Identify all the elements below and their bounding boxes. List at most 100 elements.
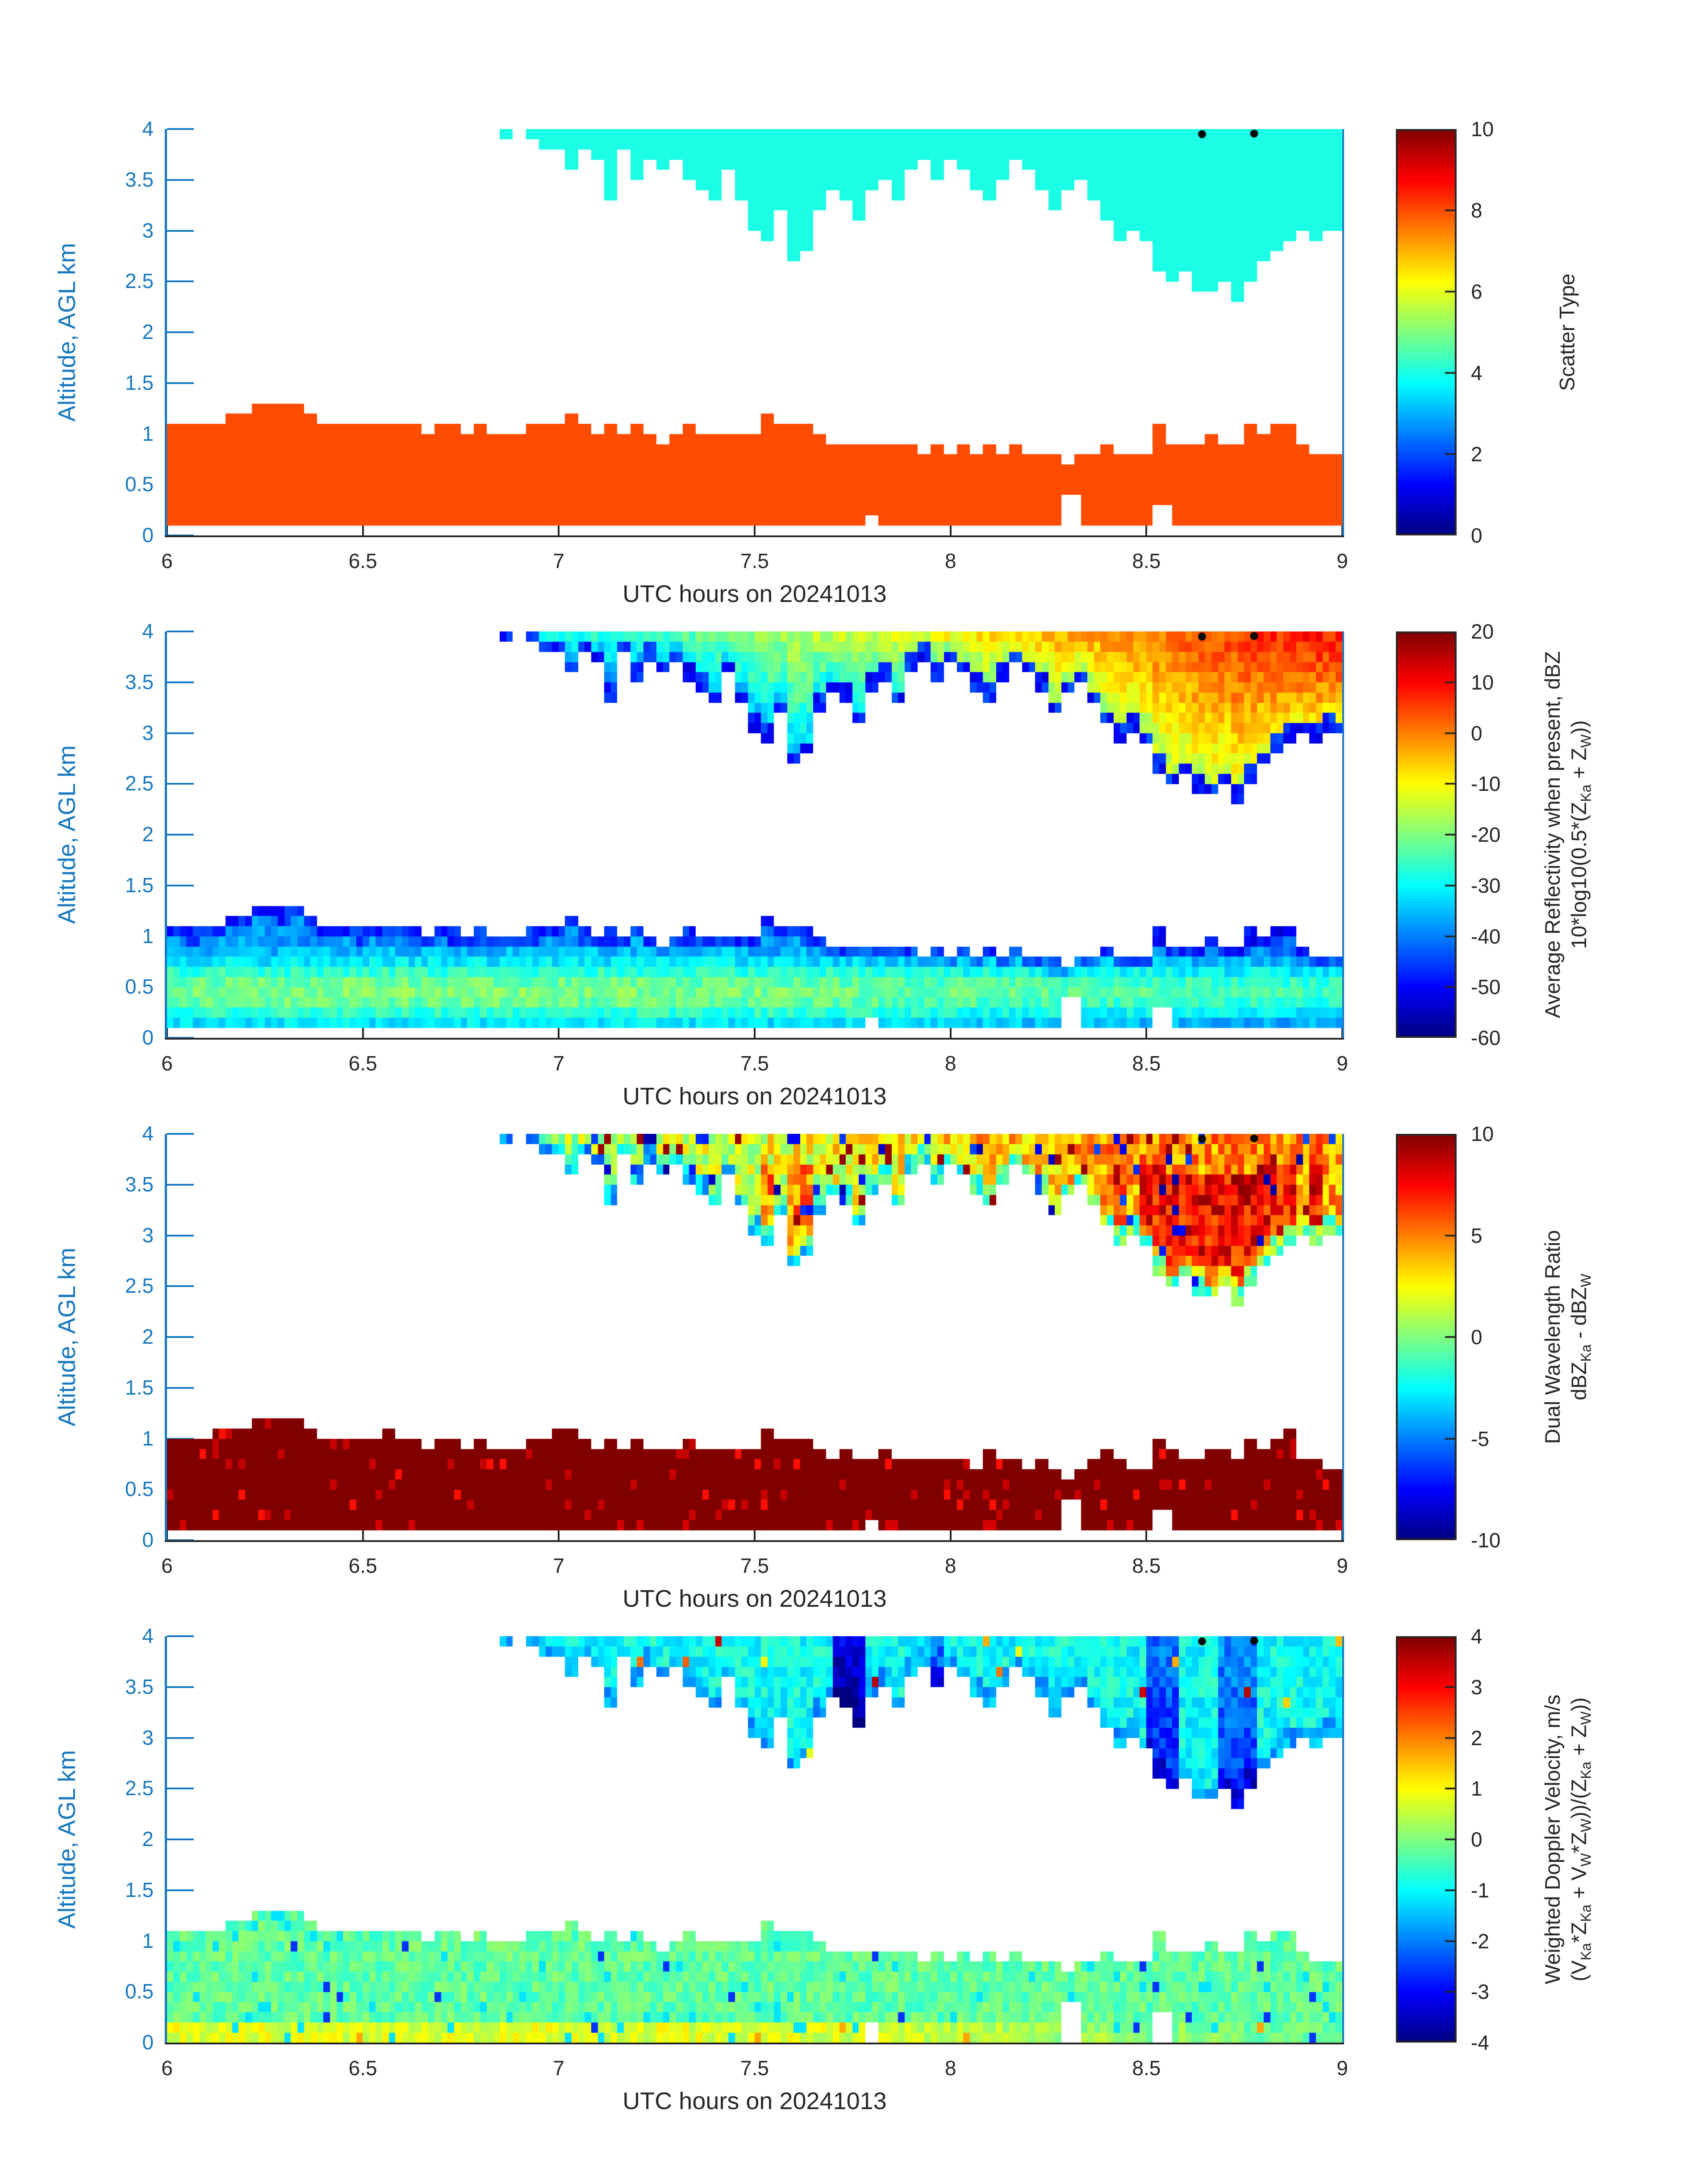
colorbar-tick-label: 6 xyxy=(1471,280,1482,303)
colorbar-tick-label: -5 xyxy=(1471,1427,1489,1450)
x-tick-label: 7.5 xyxy=(740,1052,769,1075)
y-tick-label: 2.5 xyxy=(125,1776,154,1800)
colorbar-scatter-type xyxy=(1396,129,1457,535)
colorbar-weighted-doppler-velocity xyxy=(1396,1636,1457,2043)
x-tick-label: 7.5 xyxy=(740,549,769,572)
y-tick-label: 4 xyxy=(142,619,154,643)
y-tick-label: 4 xyxy=(142,1624,154,1647)
colorbar-tick-label: 0 xyxy=(1471,1325,1482,1349)
right-axis-line xyxy=(1342,129,1344,535)
right-axis-line xyxy=(1342,631,1344,1038)
colorbar-tick-label: 10 xyxy=(1471,117,1494,141)
y-tick-label: 2 xyxy=(142,320,154,343)
x-tick-label: 6.5 xyxy=(348,2056,377,2080)
x-tick-label: 8.5 xyxy=(1132,1052,1161,1075)
colorbar-tick-label: -60 xyxy=(1471,1026,1501,1049)
y-tick-label: 2.5 xyxy=(125,1274,154,1298)
colorbar-tick-label: 4 xyxy=(1471,361,1482,384)
y-tick-label: 0 xyxy=(142,523,154,547)
colorbar-tick-label: 1 xyxy=(1471,1777,1482,1801)
colorbar-tick-label: 2 xyxy=(1471,443,1482,466)
x-axis-line xyxy=(165,535,1344,537)
colorbar-border xyxy=(1396,1134,1457,1540)
colorbar-label-line: 10*log10(0.5*(ZKa + ZW)) xyxy=(1566,720,1594,949)
y-tick-label: 3.5 xyxy=(125,1172,154,1196)
x-axis-line xyxy=(165,2043,1344,2044)
x-tick-label: 8 xyxy=(944,549,956,572)
x-tick-label: 8 xyxy=(944,1052,956,1075)
y-tick-label: 3 xyxy=(142,721,154,744)
y-tick-label: 2 xyxy=(142,1827,154,1851)
colorbar-tick-label: -1 xyxy=(1471,1878,1489,1902)
colorbar-gradient-canvas xyxy=(1396,1636,1457,2043)
y-tick-label: 4 xyxy=(142,117,154,140)
x-tick-label: 6.5 xyxy=(348,1052,377,1075)
colorbar-tick-label: -10 xyxy=(1471,772,1501,796)
colorbar-tick-label: -10 xyxy=(1471,1529,1501,1552)
x-tick-label: 8.5 xyxy=(1132,549,1161,572)
x-tick-label: 7 xyxy=(553,1052,565,1075)
colorbar-tick-label: -20 xyxy=(1471,823,1501,846)
colorbar-gradient-canvas xyxy=(1396,129,1457,535)
x-axis-label: UTC hours on 20241013 xyxy=(622,1585,887,1612)
y-tick-label: 1 xyxy=(142,1426,154,1450)
y-tick-label: 1 xyxy=(142,422,154,445)
colorbar-label-line: (VKa*ZKa + VW*ZW))/(ZKa + ZW)) xyxy=(1566,1697,1594,1982)
heatmap-canvas-dual-wavelength-ratio xyxy=(167,1134,1342,1540)
x-tick-label: 8 xyxy=(944,1554,956,1577)
y-tick-label: 3 xyxy=(142,218,154,242)
colorbar-dual-wavelength-ratio xyxy=(1396,1134,1457,1540)
colorbar-average-reflectivity xyxy=(1396,631,1457,1038)
x-tick-label: 8.5 xyxy=(1132,1554,1161,1577)
x-tick-label: 9 xyxy=(1336,1554,1348,1577)
x-tick-label: 8.5 xyxy=(1132,2056,1161,2080)
y-tick-label: 1.5 xyxy=(125,371,154,394)
y-tick-label: 1.5 xyxy=(125,873,154,897)
x-tick-label: 7.5 xyxy=(740,1554,769,1577)
y-tick-label: 3 xyxy=(142,1726,154,1749)
colorbar-tick-label: 5 xyxy=(1471,1224,1482,1247)
colorbar-tick-label: -40 xyxy=(1471,924,1501,948)
x-tick-label: 6.5 xyxy=(348,1554,377,1577)
heatmap-canvas-average-reflectivity xyxy=(167,631,1342,1038)
x-tick-label: 7 xyxy=(553,1554,565,1577)
colorbar-tick-label: 2 xyxy=(1471,1726,1482,1750)
colorbar-tick-label: 8 xyxy=(1471,199,1482,222)
colorbar-tick-label: -3 xyxy=(1471,1980,1489,2004)
colorbar-label-line: Scatter Type xyxy=(1555,273,1579,391)
colorbar-tick-label: -4 xyxy=(1471,2031,1489,2054)
y-axis-line xyxy=(165,1636,167,2044)
colorbar-tick-label: 20 xyxy=(1471,620,1494,643)
x-tick-label: 9 xyxy=(1336,1052,1348,1075)
colorbar-tick-label: 0 xyxy=(1471,721,1482,745)
colorbar-gradient-canvas xyxy=(1396,1134,1457,1540)
colorbar-tick-label: -30 xyxy=(1471,873,1501,897)
x-tick-label: 6 xyxy=(161,1554,173,1577)
y-tick-label: 2 xyxy=(142,1325,154,1348)
colorbar-tick-label: -50 xyxy=(1471,975,1501,999)
y-tick-label: 0.5 xyxy=(125,975,154,999)
x-tick-label: 6.5 xyxy=(348,549,377,572)
y-tick-label: 0.5 xyxy=(125,472,154,496)
y-tick-label: 4 xyxy=(142,1122,154,1145)
y-tick-label: 2.5 xyxy=(125,772,154,795)
colorbar-label: Scatter Type xyxy=(1554,274,1581,391)
plot-area-weighted-doppler-velocity xyxy=(165,1635,1344,2044)
x-tick-label: 6 xyxy=(161,549,173,572)
right-axis-line xyxy=(1342,1134,1344,1540)
colorbar-tick-label: 10 xyxy=(1471,670,1494,694)
x-tick-label: 6 xyxy=(161,2056,173,2080)
y-tick-label: 1 xyxy=(142,924,154,948)
heatmap-canvas-scatter-type xyxy=(167,129,1342,535)
y-tick-label: 0.5 xyxy=(125,1980,154,2003)
right-axis-line xyxy=(1342,1636,1344,2043)
y-tick-label: 0 xyxy=(142,1026,154,1049)
x-axis-line xyxy=(165,1540,1344,1542)
colorbar-border xyxy=(1396,129,1457,535)
colorbar-tick-label: 3 xyxy=(1471,1675,1482,1699)
y-axis-line xyxy=(165,1134,167,1542)
y-tick-label: 0.5 xyxy=(125,1477,154,1501)
x-axis-label: UTC hours on 20241013 xyxy=(622,581,887,607)
colorbar-tick-label: 0 xyxy=(1471,524,1482,547)
